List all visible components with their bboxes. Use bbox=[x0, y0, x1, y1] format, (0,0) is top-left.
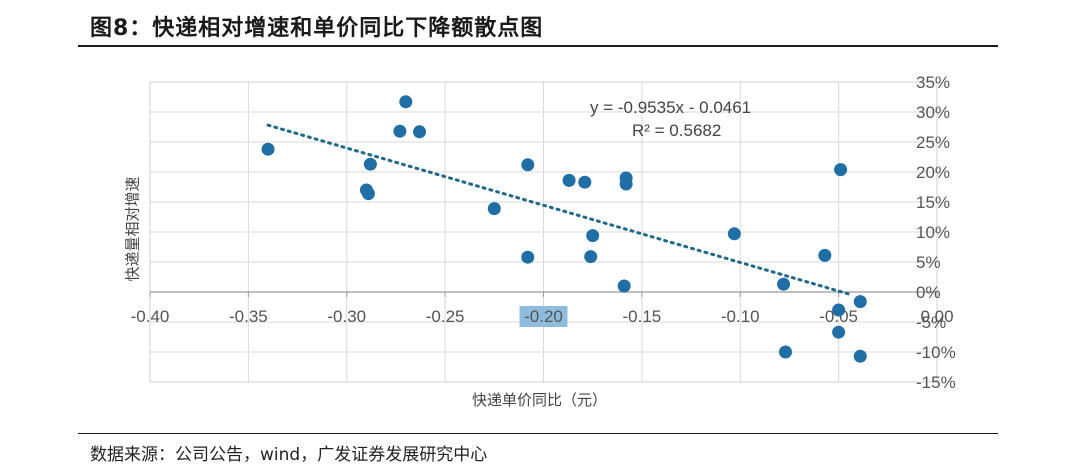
y-tick-label: 25% bbox=[916, 133, 950, 152]
data-point bbox=[853, 349, 867, 363]
data-point bbox=[777, 277, 791, 291]
x-tick-label: -0.15 bbox=[623, 307, 662, 326]
data-point bbox=[834, 163, 848, 177]
plot-area-border bbox=[149, 81, 938, 383]
x-axis-title: 快递单价同比（元） bbox=[472, 391, 607, 409]
data-points bbox=[261, 95, 867, 363]
data-point bbox=[578, 175, 592, 189]
data-point bbox=[818, 248, 832, 262]
data-point bbox=[261, 142, 275, 156]
data-point bbox=[832, 303, 846, 317]
x-tick-label: -0.10 bbox=[721, 307, 760, 326]
x-tick-label: -0.30 bbox=[327, 307, 366, 326]
data-point bbox=[779, 345, 793, 359]
data-point bbox=[521, 250, 535, 264]
data-point bbox=[393, 124, 407, 138]
data-point bbox=[361, 187, 375, 201]
trendline bbox=[266, 123, 850, 296]
zero-axis bbox=[149, 291, 938, 297]
x-tick-highlight bbox=[519, 306, 568, 327]
y-axis-title: 快递量相对增速 bbox=[124, 176, 142, 281]
y-tick-label: 20% bbox=[916, 163, 950, 182]
x-tick-label: 0.00 bbox=[920, 307, 953, 326]
data-point bbox=[562, 173, 576, 187]
highlight-layer bbox=[519, 306, 568, 327]
source-note: 数据来源：公司公告，wind，广发证券发展研究中心 bbox=[90, 445, 488, 465]
y-tick-label: 35% bbox=[916, 73, 950, 92]
data-point bbox=[413, 125, 427, 139]
x-tick-label: -0.25 bbox=[426, 307, 465, 326]
title-rule bbox=[78, 45, 998, 47]
y-axis-ticks: 35% 30% 25% 20% 15% 10% 5% 0% -5% -10% -15% bbox=[916, 73, 956, 392]
data-point bbox=[399, 95, 413, 109]
data-point bbox=[853, 295, 867, 309]
x-tick-label: -0.35 bbox=[229, 307, 268, 326]
y-tick-label: 5% bbox=[916, 253, 941, 272]
data-point bbox=[586, 229, 600, 243]
trendline-equation: y = -0.9535x - 0.0461 bbox=[590, 98, 751, 117]
x-tick-label: -0.20 bbox=[524, 307, 563, 326]
gridlines bbox=[149, 81, 938, 383]
source-rule bbox=[78, 433, 998, 434]
y-tick-label: -15% bbox=[916, 373, 956, 392]
y-tick-label: 30% bbox=[916, 103, 950, 122]
x-axis-ticks: -0.40-0.35-0.30-0.25-0.20-0.15-0.10-0.05… bbox=[131, 307, 954, 326]
data-point bbox=[363, 157, 377, 171]
data-point bbox=[487, 202, 501, 216]
data-point bbox=[617, 279, 631, 293]
y-tick-label: 15% bbox=[916, 193, 950, 212]
figure-title: 图8：快递相对增速和单价同比下降额散点图 bbox=[90, 16, 544, 41]
data-point bbox=[619, 177, 633, 191]
y-tick-label: -10% bbox=[916, 343, 956, 362]
data-point bbox=[727, 227, 741, 241]
trendline-layer bbox=[266, 123, 850, 296]
data-point bbox=[521, 158, 535, 172]
data-point bbox=[832, 325, 846, 339]
scatter-chart: -0.40-0.35-0.30-0.25-0.20-0.15-0.10-0.05… bbox=[124, 73, 956, 409]
data-point bbox=[584, 250, 598, 264]
r-squared-label: R² = 0.5682 bbox=[632, 121, 721, 140]
y-tick-label: 0% bbox=[916, 283, 941, 302]
x-tick-label: -0.40 bbox=[131, 307, 170, 326]
y-tick-label: 10% bbox=[916, 223, 950, 242]
y-tick-label: -5% bbox=[916, 313, 946, 332]
